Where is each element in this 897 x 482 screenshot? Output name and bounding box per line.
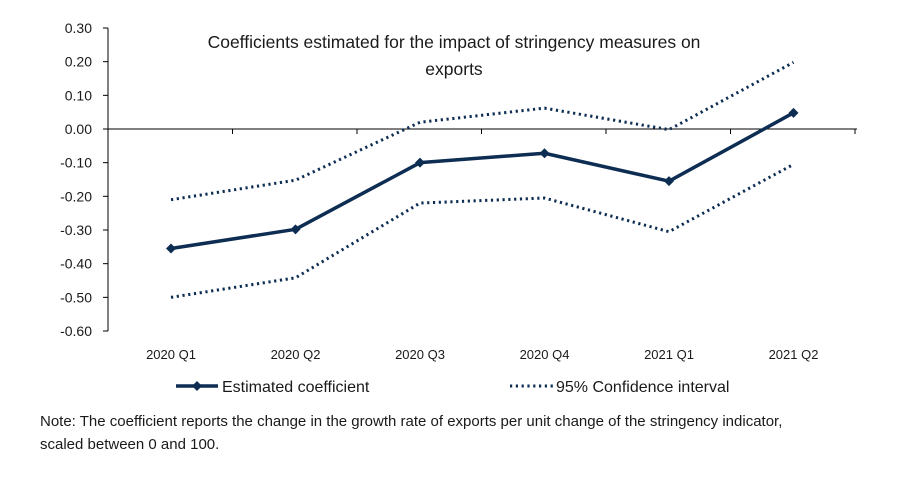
y-tick-label: 0.00 — [65, 121, 92, 137]
chart-title-line-1: Coefficients estimated for the impact of… — [208, 32, 701, 52]
estimated-coefficient-line — [170, 111, 795, 251]
x-tick-label: 2021 Q1 — [644, 347, 694, 362]
estimated-coefficient-marker — [788, 107, 799, 118]
ci-upper-line — [170, 61, 795, 202]
x-tick-label: 2020 Q2 — [271, 347, 321, 362]
x-tick-label: 2021 Q2 — [769, 347, 819, 362]
chart-note: Note: The coefficient reports the change… — [40, 410, 885, 456]
legend-label-estimated: Estimated coefficient — [222, 379, 370, 396]
estimated-coefficient-marker — [166, 243, 176, 254]
series — [166, 61, 799, 299]
note-line-2: scaled between 0 and 100. — [40, 436, 220, 453]
chart-title: Coefficients estimated for the impact of… — [208, 32, 701, 79]
y-tick-label: 0.20 — [65, 54, 92, 70]
y-tick-label: -0.40 — [60, 256, 92, 272]
y-tick-label: -0.20 — [60, 188, 92, 204]
y-tick-label: 0.10 — [65, 87, 92, 103]
x-tick-label: 2020 Q1 — [146, 347, 196, 362]
ci-lower-line — [170, 163, 795, 299]
legend: Estimated coefficient 95% Confidence inte… — [176, 379, 729, 396]
note-line-1: Note: The coefficient reports the change… — [40, 413, 783, 430]
y-tick-label: -0.10 — [60, 155, 92, 171]
x-tick-label: 2020 Q3 — [395, 347, 445, 362]
estimated-coefficient-marker — [664, 176, 674, 187]
y-axis: 0.30 0.20 0.10 0.00 -0.10 -0.20 -0.30 -0.40 -0.5… — [60, 20, 109, 339]
chart: Coefficients estimated for the impact of… — [60, 20, 857, 396]
estimated-coefficient-marker — [539, 148, 550, 159]
y-tick-label: -0.60 — [60, 323, 92, 339]
y-tick-label: -0.50 — [60, 289, 92, 305]
estimated-coefficient-marker — [415, 157, 425, 168]
legend-marker-swatch — [192, 381, 202, 391]
chart-title-line-2: exports — [425, 59, 483, 79]
estimated-coefficient-marker — [290, 224, 301, 235]
y-tick-label: -0.30 — [60, 222, 92, 238]
x-tick-label: 2020 Q4 — [520, 347, 570, 362]
legend-label-ci: 95% Confidence interval — [556, 379, 729, 396]
y-tick-label: 0.30 — [65, 20, 92, 36]
x-axis: 2020 Q1 2020 Q2 2020 Q3 2020 Q4 2021 Q1 2021 … — [107, 128, 857, 362]
